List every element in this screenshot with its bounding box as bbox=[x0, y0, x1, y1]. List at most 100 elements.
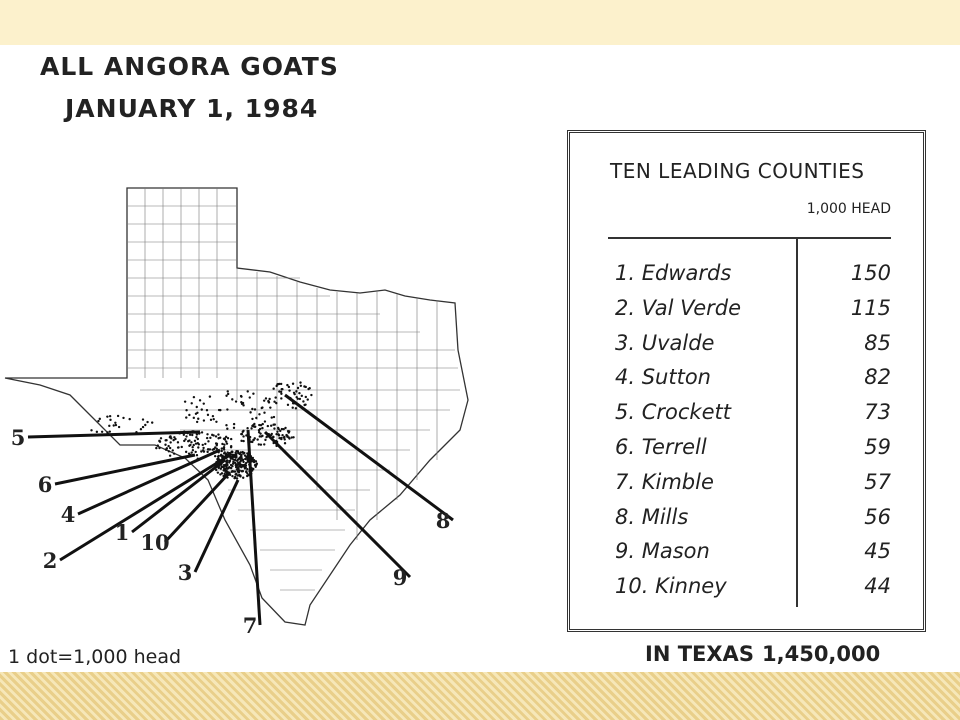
dot bbox=[288, 389, 291, 392]
dot bbox=[234, 400, 238, 403]
dot bbox=[244, 465, 247, 468]
county-number: 7 bbox=[243, 613, 258, 638]
dot bbox=[98, 417, 101, 421]
dot bbox=[278, 382, 281, 386]
dot bbox=[223, 469, 227, 472]
county-value: 85 bbox=[864, 330, 891, 355]
dot bbox=[219, 473, 222, 476]
dot bbox=[114, 421, 117, 424]
dot bbox=[215, 420, 218, 424]
county-value: 45 bbox=[864, 539, 891, 564]
leader-line bbox=[246, 429, 262, 626]
dot bbox=[223, 443, 226, 446]
dot bbox=[172, 452, 176, 455]
dot bbox=[272, 415, 276, 419]
dot bbox=[299, 384, 303, 388]
dot bbox=[204, 442, 207, 446]
dot bbox=[233, 470, 237, 473]
dot bbox=[192, 416, 196, 420]
dot bbox=[292, 436, 295, 439]
dot bbox=[239, 451, 242, 454]
dot bbox=[221, 442, 224, 446]
dot bbox=[171, 449, 174, 452]
dot bbox=[189, 443, 192, 447]
county-value: 59 bbox=[864, 435, 891, 459]
leader-line bbox=[54, 453, 196, 486]
dot bbox=[228, 461, 231, 464]
dot bbox=[259, 443, 263, 446]
dot bbox=[229, 466, 233, 470]
dot bbox=[282, 427, 285, 431]
dot bbox=[165, 447, 169, 450]
county-name: 1. Edwards bbox=[615, 261, 732, 285]
dot bbox=[302, 400, 305, 403]
dot bbox=[298, 397, 302, 401]
dot bbox=[197, 443, 201, 446]
dot bbox=[263, 420, 267, 423]
dot bbox=[241, 430, 244, 434]
dot bbox=[197, 446, 200, 449]
dot bbox=[308, 387, 311, 390]
dot bbox=[248, 396, 251, 399]
dot bbox=[277, 428, 280, 431]
dot bbox=[267, 401, 271, 404]
dot bbox=[191, 433, 194, 437]
dot bbox=[260, 435, 263, 438]
dot bbox=[106, 415, 109, 418]
dot bbox=[225, 440, 228, 443]
dot bbox=[139, 428, 143, 431]
dot bbox=[202, 419, 206, 422]
dot bbox=[188, 413, 191, 417]
dot bbox=[194, 442, 198, 445]
dot bbox=[193, 439, 197, 443]
dot bbox=[263, 443, 266, 446]
dot bbox=[168, 435, 172, 439]
dot bbox=[217, 433, 220, 436]
dot bbox=[146, 420, 149, 424]
dot bbox=[283, 438, 286, 441]
dot bbox=[220, 465, 223, 468]
dot bbox=[259, 432, 262, 435]
county-value: 57 bbox=[864, 469, 891, 494]
county-number: 9 bbox=[393, 565, 408, 590]
county-name: 8. Mills bbox=[615, 504, 689, 529]
dot bbox=[158, 446, 161, 450]
county-name: 4. Sutton bbox=[615, 365, 711, 390]
total-value: 1,450,000 bbox=[762, 642, 881, 666]
dot bbox=[245, 474, 249, 478]
dot bbox=[280, 392, 283, 396]
dot bbox=[239, 465, 242, 468]
dot bbox=[222, 445, 226, 449]
county-value: 82 bbox=[864, 365, 891, 390]
dot bbox=[252, 438, 255, 442]
dot bbox=[281, 433, 284, 437]
dot bbox=[295, 390, 298, 393]
dot bbox=[284, 426, 287, 430]
dot bbox=[225, 423, 228, 427]
dot bbox=[286, 383, 289, 387]
dot bbox=[240, 439, 243, 443]
title: ALL ANGORA GOATS bbox=[40, 52, 339, 81]
dot bbox=[261, 426, 264, 430]
county-value: 44 bbox=[864, 574, 891, 599]
dot bbox=[233, 476, 236, 480]
dot bbox=[257, 428, 261, 432]
county-number: 6 bbox=[38, 472, 53, 497]
dot bbox=[283, 442, 287, 445]
dot bbox=[231, 462, 235, 465]
dot bbox=[306, 398, 309, 401]
county-number: 1 bbox=[115, 520, 130, 545]
dot bbox=[240, 432, 244, 436]
dot bbox=[242, 476, 245, 479]
table-divider bbox=[796, 237, 798, 607]
dot bbox=[226, 463, 229, 467]
dot bbox=[295, 395, 298, 399]
dot bbox=[280, 388, 283, 391]
dot bbox=[230, 450, 234, 453]
dot bbox=[176, 446, 180, 449]
dot bbox=[239, 394, 243, 398]
dot bbox=[303, 385, 306, 388]
dot bbox=[246, 390, 249, 393]
dot bbox=[246, 455, 249, 459]
dot bbox=[232, 458, 235, 461]
